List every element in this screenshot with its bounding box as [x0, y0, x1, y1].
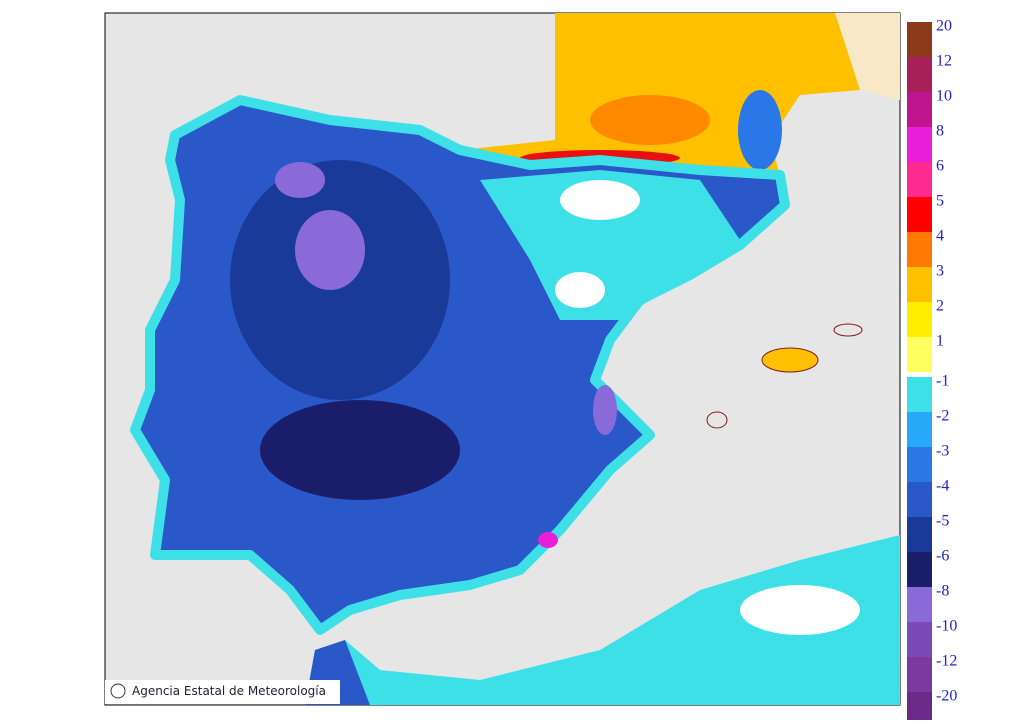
legend-swatch [907, 127, 932, 162]
legend-label: 8 [936, 123, 944, 140]
legend-swatch [907, 92, 932, 127]
island [761, 347, 819, 373]
legend-label: -10 [936, 618, 957, 635]
legend-label: -5 [936, 513, 949, 530]
island [833, 323, 863, 337]
legend: 20 12 10 8 6 5 4 3 2 1 -1 -2 -3 -4 -5 -6 -8 -10 -12 -20 [907, 18, 957, 724]
legend-label: -20 [936, 688, 957, 705]
cold-area [480, 170, 740, 320]
legend-label: 1 [936, 333, 944, 350]
legend-label: -4 [936, 478, 949, 495]
legend-swatch [907, 377, 932, 412]
north-africa [305, 535, 900, 705]
legend-swatch [907, 517, 932, 552]
legend-label: 6 [936, 158, 944, 175]
legend-swatch [907, 232, 932, 267]
cold-area [260, 400, 460, 500]
very-cold-area [593, 385, 617, 435]
legend-swatch [907, 587, 932, 622]
legend-label: 3 [936, 263, 944, 280]
legend-label: 10 [936, 88, 952, 105]
legend-swatch [907, 337, 932, 372]
legend-swatch [907, 692, 932, 724]
legend-swatch [907, 622, 932, 657]
legend-label: 5 [936, 193, 944, 210]
legend-label: 12 [936, 53, 952, 70]
neutral-area [555, 272, 605, 308]
legend-swatch [907, 482, 932, 517]
legend-swatch [907, 302, 932, 337]
legend-label: 2 [936, 298, 944, 315]
legend-label: -2 [936, 408, 949, 425]
copyright-icon [110, 683, 126, 699]
legend-swatch [907, 657, 932, 692]
legend-label: -12 [936, 653, 957, 670]
legend-label: -3 [936, 443, 949, 460]
very-cold-area [295, 210, 365, 290]
very-cold-area [275, 162, 325, 198]
warm-area [590, 95, 710, 145]
land-beyond [830, 13, 900, 100]
legend-swatch [907, 57, 932, 92]
legend-label: -6 [936, 548, 949, 565]
cold-area [738, 90, 782, 170]
legend-swatch [907, 447, 932, 482]
legend-swatch [907, 162, 932, 197]
credit: Agencia Estatal de Meteorología [132, 684, 326, 698]
warm-area [538, 532, 558, 548]
legend-swatch [907, 552, 932, 587]
credit-box [105, 680, 340, 704]
legend-swatch [907, 267, 932, 302]
legend-swatch [907, 412, 932, 447]
legend-swatch [907, 22, 932, 57]
legend-label: 4 [936, 228, 944, 245]
legend-label: -8 [936, 583, 949, 600]
island [706, 411, 728, 429]
legend-label: 20 [936, 18, 952, 35]
legend-swatch [907, 197, 932, 232]
legend-label: -1 [936, 373, 949, 390]
neutral-area [740, 585, 860, 635]
neutral-area [560, 180, 640, 220]
